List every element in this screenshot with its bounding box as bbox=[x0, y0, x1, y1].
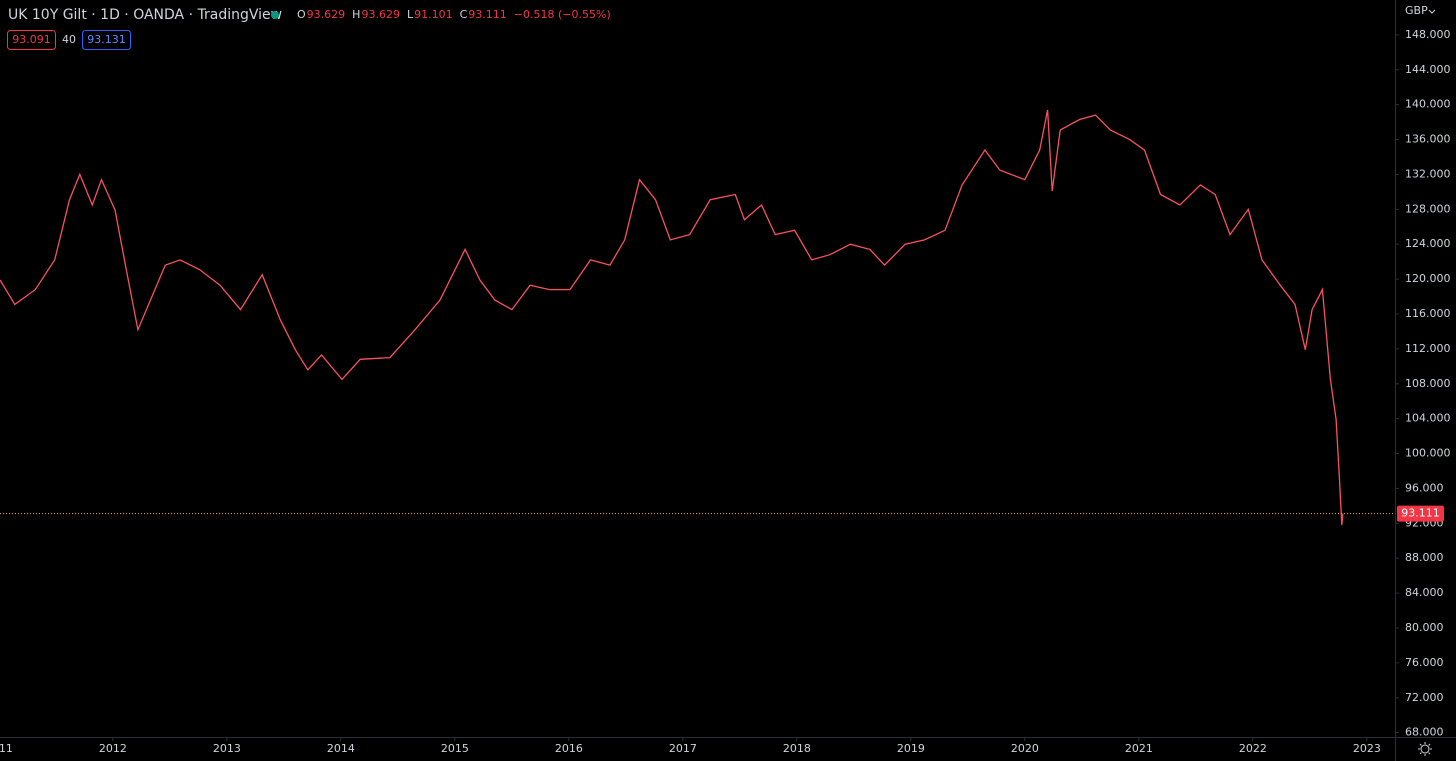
x-tick-label: 2020 bbox=[1011, 742, 1039, 755]
ohlc-label: H bbox=[352, 8, 360, 21]
x-tick-label: 2023 bbox=[1353, 742, 1381, 755]
x-tick-label: 2012 bbox=[99, 742, 127, 755]
status-dot bbox=[271, 11, 279, 19]
plot bbox=[0, 109, 1395, 526]
x-tick-label: 2013 bbox=[213, 742, 241, 755]
x-tick-label: 2014 bbox=[327, 742, 355, 755]
last-price-box bbox=[1397, 505, 1444, 522]
settings-icon[interactable] bbox=[1418, 742, 1432, 756]
y-tick-label: 128.000 bbox=[1405, 202, 1451, 215]
change: −0.518 (−0.55%) bbox=[514, 8, 611, 21]
ohlc-value: 93.629 bbox=[361, 8, 400, 21]
y-tick-label: 148.000 bbox=[1405, 28, 1451, 41]
x-tick-label: 2016 bbox=[555, 742, 583, 755]
ohlc-label: L bbox=[407, 8, 414, 21]
y-tick-label: 84.000 bbox=[1405, 586, 1444, 599]
last-price-label: 93.111 bbox=[1401, 507, 1440, 520]
y-tick-label: 144.000 bbox=[1405, 63, 1451, 76]
y-tick-label: 112.000 bbox=[1405, 342, 1451, 355]
x-tick-label: 2021 bbox=[1125, 742, 1153, 755]
x-tick-label: 2019 bbox=[897, 742, 925, 755]
x-tick-label: 2022 bbox=[1239, 742, 1267, 755]
y-tick-label: 120.000 bbox=[1405, 272, 1451, 285]
y-tick-label: 72.000 bbox=[1405, 691, 1444, 704]
y-tick-label: 80.000 bbox=[1405, 621, 1444, 634]
y-tick-label: 88.000 bbox=[1405, 551, 1444, 564]
ohlc-label: C bbox=[460, 8, 468, 21]
bid-price: 93.091 bbox=[12, 33, 51, 46]
ohlc-legend: O 93.629 H 93.629 L 91.101 C 93.111 −0.518 (−0.5… bbox=[297, 8, 611, 21]
x-tick-label: 2018 bbox=[783, 742, 811, 755]
settings-gear bbox=[1420, 744, 1430, 754]
x-tick-label: 2017 bbox=[669, 742, 697, 755]
y-tick-label: 100.000 bbox=[1405, 447, 1451, 460]
sell-box[interactable] bbox=[7, 30, 56, 50]
x-tick-label: 2011 bbox=[0, 742, 13, 755]
y-tick-label: 124.000 bbox=[1405, 237, 1451, 250]
y-tick-label: 68.000 bbox=[1405, 726, 1444, 739]
currency-caret bbox=[1428, 9, 1436, 14]
y-tick-label: 136.000 bbox=[1405, 133, 1451, 146]
buy-box[interactable] bbox=[82, 30, 131, 50]
y-tick-label: 132.000 bbox=[1405, 167, 1451, 180]
ohlc-value: 93.629 bbox=[307, 8, 346, 21]
ohlc-label: O bbox=[297, 8, 306, 21]
y-tick-label: 140.000 bbox=[1405, 98, 1451, 111]
ohlc-value: 93.111 bbox=[468, 8, 507, 21]
y-tick-label: 108.000 bbox=[1405, 377, 1451, 390]
settings-teeth bbox=[1418, 742, 1432, 756]
y-tick-label: 96.000 bbox=[1405, 481, 1444, 494]
ask-price: 93.131 bbox=[87, 33, 126, 46]
y-tick-label: 116.000 bbox=[1405, 307, 1451, 320]
ohlc-value: 91.101 bbox=[414, 8, 453, 21]
y-tick-label: 104.000 bbox=[1405, 412, 1451, 425]
y-tick-label: 76.000 bbox=[1405, 656, 1444, 669]
spread: 40 bbox=[62, 33, 76, 46]
chart-title: UK 10Y Gilt · 1D · OANDA · TradingView bbox=[8, 7, 282, 23]
x-tick-label: 2015 bbox=[441, 742, 469, 755]
currency[interactable]: GBP bbox=[1405, 4, 1428, 17]
price-line bbox=[0, 109, 1344, 526]
